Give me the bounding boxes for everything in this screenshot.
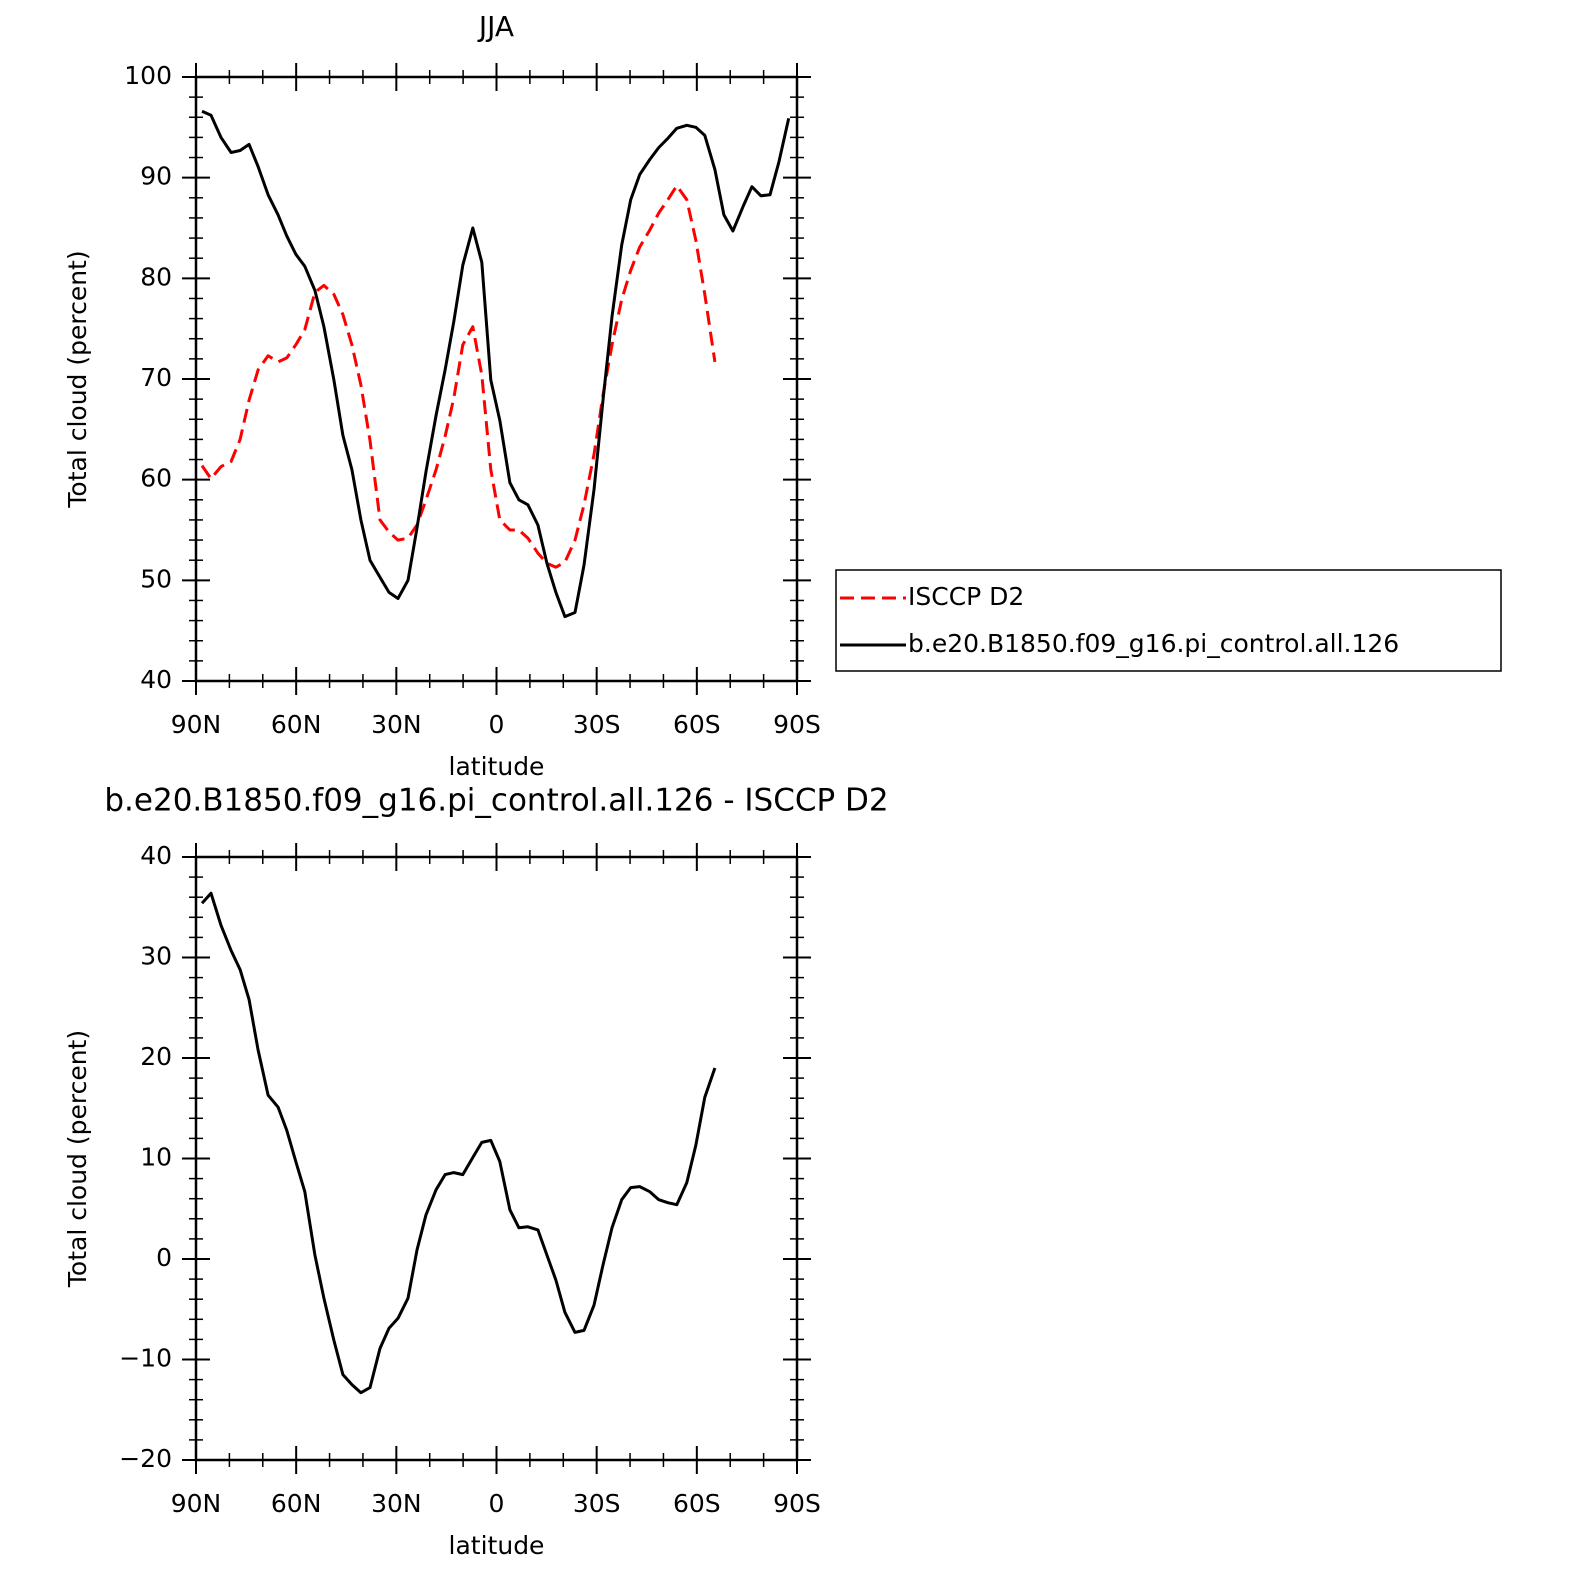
y-tick-label: 40 (140, 665, 172, 694)
x-tick-label: 60N (271, 710, 322, 739)
x-tick-label: 30S (573, 1489, 621, 1518)
x-tick-label: 0 (489, 1489, 505, 1518)
y-tick-label: 0 (156, 1243, 172, 1272)
y-tick-label: 30 (140, 942, 172, 971)
y-tick-label: 10 (140, 1143, 172, 1172)
x-tick-label: 30N (371, 1489, 422, 1518)
x-tick-label: 60S (673, 710, 721, 739)
y-axis-label: Total cloud (percent) (63, 250, 92, 508)
x-tick-label: 0 (489, 710, 505, 739)
y-axis-label: Total cloud (percent) (63, 1030, 92, 1288)
y-tick-label: −10 (119, 1344, 172, 1373)
x-tick-label: 30N (371, 710, 422, 739)
data-line (201, 109, 791, 619)
plot-frame (194, 75, 799, 683)
x-axis-label: latitude (449, 752, 545, 781)
data-line (200, 891, 717, 1395)
x-tick-label: 90N (171, 1489, 222, 1518)
plot-frame (194, 855, 799, 1462)
x-tick-label: 90S (773, 1489, 821, 1518)
x-tick-label: 90S (773, 710, 821, 739)
y-tick-label: 40 (140, 841, 172, 870)
legend-label: b.e20.B1850.f09_g16.pi_control.all.126 (908, 629, 1399, 658)
x-tick-label: 60S (673, 1489, 721, 1518)
x-tick-label: 90N (171, 710, 222, 739)
y-tick-label: 100 (124, 61, 172, 90)
y-tick-label: 60 (140, 464, 172, 493)
x-tick-label: 30S (573, 710, 621, 739)
legend-label: ISCCP D2 (908, 582, 1024, 611)
y-tick-label: 20 (140, 1042, 172, 1071)
y-tick-label: 50 (140, 564, 172, 593)
y-tick-label: −20 (119, 1444, 172, 1473)
x-tick-label: 60N (271, 1489, 322, 1518)
legend-box (835, 569, 1502, 672)
y-tick-label: 70 (140, 363, 172, 392)
y-tick-label: 90 (140, 162, 172, 191)
chart-title: b.e20.B1850.f09_g16.pi_control.all.126 -… (104, 783, 888, 819)
chart-title: JJA (477, 10, 514, 43)
x-axis-label: latitude (449, 1531, 545, 1560)
y-tick-label: 80 (140, 262, 172, 291)
data-line (200, 184, 717, 569)
